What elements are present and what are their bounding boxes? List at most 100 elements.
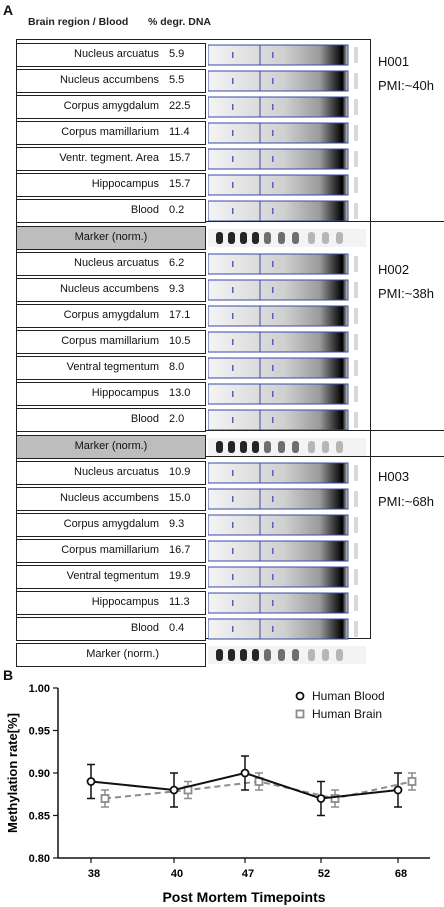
- gel-lane-image: [208, 618, 358, 640]
- marker-gel-lane: [208, 229, 366, 247]
- gel-lane-image: [208, 383, 358, 405]
- degraded-dna-value: 10.5: [169, 335, 191, 347]
- sample-label-cell: Corpus amygdalum 17.1: [16, 304, 206, 328]
- degraded-dna-value: 17.1: [169, 309, 191, 321]
- gel-lane-image: [208, 357, 358, 379]
- degraded-dna-value: 15.0: [169, 492, 191, 504]
- sample-name: Nucleus accumbens: [59, 492, 159, 504]
- marker-label-cell: Marker (norm.): [16, 226, 206, 250]
- degraded-dna-value: 11.3: [169, 596, 190, 608]
- data-point: [240, 768, 250, 778]
- degraded-dna-value: 8.0: [169, 361, 185, 373]
- x-axis-title: Post Mortem Timepoints: [162, 889, 325, 905]
- degraded-dna-value: 10.9: [169, 466, 191, 478]
- gel-lane-image: [208, 305, 358, 327]
- sample-label-cell: Nucleus arcuatus 6.2: [16, 252, 206, 276]
- x-tick-label: 68: [395, 868, 407, 880]
- sample-label-cell: Nucleus accumbens 5.5: [16, 69, 206, 93]
- marker-gel-lane: [208, 646, 366, 664]
- degraded-dna-value: 9.3: [169, 518, 185, 530]
- degraded-dna-value: 9.3: [169, 283, 185, 295]
- degraded-dna-value: 22.5: [169, 100, 191, 112]
- sample-label-cell: Ventral tegmentum 19.9: [16, 565, 206, 589]
- gel-lane-image: [208, 44, 358, 66]
- sample-name: Nucleus arcuatus: [74, 48, 159, 60]
- x-tick-label: 38: [88, 868, 100, 880]
- marker-label-cell: Marker (norm.): [16, 643, 206, 667]
- marker-label-cell: Marker (norm.): [16, 435, 206, 459]
- sample-label-cell: Corpus mamillarium 16.7: [16, 539, 206, 563]
- sample-label-cell: Blood 0.2: [16, 199, 206, 223]
- group-separator: [206, 456, 444, 457]
- marker-name: Marker (norm.): [86, 648, 159, 660]
- degraded-dna-value: 6.2: [169, 257, 185, 269]
- legend-label: Human Brain: [312, 707, 382, 721]
- sample-name: Ventr. tegment. Area: [59, 152, 159, 164]
- pmi-label: PMI:~68h: [378, 494, 435, 509]
- sample-name: Corpus mamillarium: [61, 126, 159, 138]
- gel-lane-image: [208, 462, 358, 484]
- marker-name: Marker (norm.): [74, 440, 148, 452]
- sample-name: Blood: [130, 622, 159, 634]
- legend-marker: [295, 691, 305, 701]
- sample-name: Nucleus arcuatus: [74, 466, 159, 478]
- sample-name: Hippocampus: [91, 596, 159, 608]
- gel-lane-image: [208, 253, 358, 275]
- sample-label-cell: Ventral tegmentum 8.0: [16, 356, 206, 380]
- gel-lane-image: [208, 279, 358, 301]
- sample-label-cell: Blood 2.0: [16, 408, 206, 432]
- subject-id: H002: [378, 262, 410, 277]
- gel-lane-image: [208, 331, 358, 353]
- x-tick-label: 40: [171, 868, 183, 880]
- gel-lane-image: [208, 409, 358, 431]
- methylation-chart: 0.80 0.85 0.90 0.95 1.00 38 40 47 52 68 Post Morte…: [5, 683, 430, 905]
- sample-label-cell: Corpus amygdalum 9.3: [16, 513, 206, 537]
- data-point: [316, 794, 326, 803]
- gel-lane-image: [208, 174, 358, 196]
- panel-a-letter: A: [3, 2, 14, 18]
- gel-lane-image: [208, 148, 358, 170]
- x-tick-label: 52: [318, 868, 330, 880]
- degraded-dna-value: 0.4: [169, 622, 185, 634]
- sample-name: Blood: [130, 204, 159, 216]
- y-tick-label: 0.95: [29, 726, 50, 738]
- marker-gel-lane: [208, 438, 366, 456]
- sample-label-cell: Nucleus accumbens 15.0: [16, 487, 206, 511]
- degraded-dna-value: 15.7: [169, 178, 191, 190]
- y-axis-title: Methylation rate[%]: [5, 713, 20, 833]
- header-region: Brain region / Blood: [28, 16, 129, 28]
- sample-label-cell: Nucleus accumbens 9.3: [16, 278, 206, 302]
- sample-name: Corpus amygdalum: [63, 309, 159, 321]
- gel-lane-image: [208, 592, 358, 614]
- sample-label-cell: Corpus mamillarium 11.4: [16, 121, 206, 145]
- marker-name: Marker (norm.): [74, 231, 148, 243]
- gel-lane-image: [208, 200, 358, 222]
- sample-name: Hippocampus: [91, 178, 159, 190]
- sample-label-cell: Ventr. tegment. Area 15.7: [16, 147, 206, 171]
- pmi-label: PMI:~40h: [378, 78, 435, 93]
- sample-label-cell: Hippocampus 13.0: [16, 382, 206, 406]
- sample-name: Corpus amygdalum: [63, 518, 159, 530]
- degraded-dna-value: 19.9: [169, 570, 191, 582]
- data-point: [407, 777, 417, 786]
- sample-name: Nucleus arcuatus: [74, 257, 159, 269]
- degraded-dna-value: 2.0: [169, 413, 185, 425]
- sample-name: Ventral tegmentum: [66, 570, 159, 582]
- sample-label-cell: Corpus amygdalum 22.5: [16, 95, 206, 119]
- data-point: [100, 794, 110, 803]
- degraded-dna-value: 11.4: [169, 126, 190, 138]
- sample-name: Ventral tegmentum: [66, 361, 159, 373]
- panel-b-letter: B: [3, 667, 14, 683]
- sample-name: Corpus mamillarium: [61, 335, 159, 347]
- sample-name: Nucleus accumbens: [59, 283, 159, 295]
- y-tick-label: 0.90: [29, 768, 50, 780]
- sample-name: Corpus amygdalum: [63, 100, 159, 112]
- data-point: [86, 777, 96, 786]
- gel-lane-image: [208, 96, 358, 118]
- sample-label-cell: Nucleus arcuatus 5.9: [16, 43, 206, 67]
- degraded-dna-value: 5.9: [169, 48, 185, 60]
- sample-label-cell: Blood 0.4: [16, 617, 206, 641]
- subject-id: H001: [378, 54, 410, 69]
- degraded-dna-value: 13.0: [169, 387, 191, 399]
- header-value: % degr. DNA: [148, 16, 212, 28]
